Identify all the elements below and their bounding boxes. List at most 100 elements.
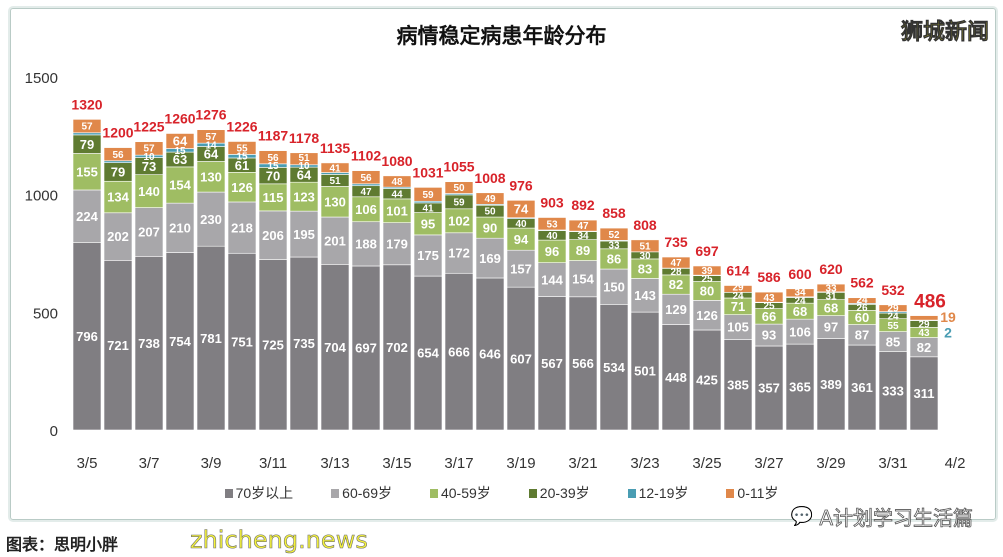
data-label: 311 [914,386,935,401]
bar-segment [630,278,660,313]
data-label: 567 [541,356,563,371]
bar-segment [413,187,443,202]
bar-segment [599,268,629,305]
legend-item: 20-39岁 [528,483,590,503]
data-label: 85 [886,334,900,349]
total-label: 1080 [381,153,412,169]
total-label: 532 [881,282,905,298]
legend-item: 70岁以上 [224,483,293,503]
logo: 狮城新闻 [900,20,990,46]
data-label: 34 [794,288,806,299]
data-label: 49 [484,194,496,205]
data-label: 80 [700,284,714,299]
data-label: 357 [758,381,780,396]
data-label: 57 [205,132,217,143]
bar-segment [568,296,598,431]
x-tick-label: 4/2 [945,455,966,472]
bar-segment [599,227,629,241]
data-label: 55 [887,321,899,332]
data-label: 210 [169,221,191,236]
bar-segment [568,260,598,298]
data-label: 33 [608,241,620,252]
bar-segment [847,297,877,304]
total-label: 1200 [102,125,133,141]
total-label: 1226 [226,118,257,134]
bar-segment [72,119,102,134]
bar-segment [72,132,102,136]
caption: 图表：思明小胖 [6,535,119,554]
data-label: 29 [887,303,899,314]
data-label: 51 [298,153,310,164]
bar-segment [103,212,133,261]
data-label: 796 [76,329,98,344]
bar-segment [258,183,288,212]
data-label: 157 [510,261,532,276]
total-label: 1178 [289,130,320,146]
total-label: 486 [914,292,946,313]
bar-segment [475,192,505,205]
bar-segment [475,237,505,279]
bar-segment [103,147,133,162]
x-tick-label: 3/25 [692,455,721,472]
legend-item: 12-19岁 [627,483,688,503]
data-label: 448 [665,370,687,385]
data-label: 29 [918,320,930,331]
data-label: 150 [603,279,625,294]
data-label: 89 [576,243,590,258]
legend-label: 0-11岁 [737,485,779,501]
y-tick-label: 1000 [25,188,58,205]
bar-segment [165,202,195,253]
data-label: 134 [107,190,129,205]
total-label: 600 [788,266,812,282]
data-label: 10 [143,152,155,163]
data-label: 704 [324,340,346,355]
data-label: 19 [940,309,956,325]
data-label: 56 [360,173,372,184]
data-label: 96 [545,244,559,259]
total-label: 620 [819,261,843,277]
data-label: 95 [421,216,435,231]
data-label: 86 [607,252,621,267]
data-label: 735 [293,336,315,351]
x-tick-label: 3/27 [754,455,783,472]
data-label: 34 [577,231,589,242]
data-label: 154 [169,178,191,193]
x-tick-label: 3/23 [630,455,659,472]
bar-segment [382,264,412,431]
data-label: 83 [638,261,652,276]
total-label: 697 [695,243,719,259]
bar-segment [537,262,567,297]
bar-segment [878,304,908,312]
bar-segment [878,351,908,431]
bar-segment [227,172,257,203]
data-label: 206 [262,228,284,243]
legend-label: 40-59岁 [440,485,491,501]
data-label: 130 [324,194,346,209]
legend-item: 0-11岁 [726,483,778,503]
data-label: 44 [391,189,403,200]
data-label: 207 [138,225,160,240]
data-label: 24 [732,291,744,302]
bar-segment [630,239,660,253]
data-label: 29 [732,283,744,294]
x-tick-label: 3/21 [568,455,597,472]
data-label: 389 [820,377,842,392]
data-label: 74 [514,202,529,217]
data-label: 64 [297,167,312,182]
bar-segment [816,283,846,293]
bar-segment [754,291,784,303]
data-label: 725 [262,337,284,352]
data-label: 50 [484,207,496,218]
chart-frame [10,8,996,520]
data-label: 188 [355,237,377,252]
data-label: 57 [81,122,93,133]
total-label: 735 [664,234,688,250]
bar-segment [382,175,412,188]
bar-segment [320,264,350,431]
data-label: 93 [762,328,776,343]
data-label: 15 [236,151,248,162]
data-label: 106 [789,324,811,339]
total-label: 976 [509,177,533,193]
data-label: 123 [293,189,315,204]
data-label: 607 [510,351,532,366]
